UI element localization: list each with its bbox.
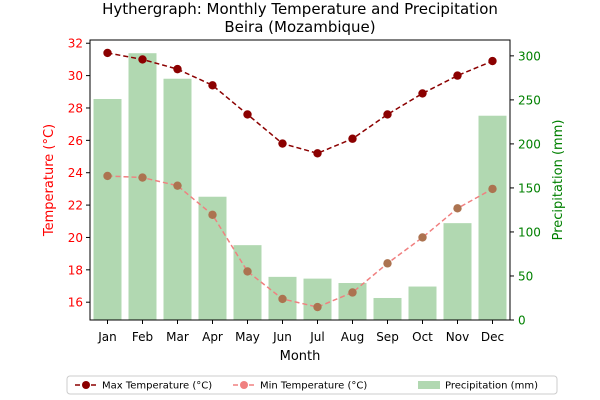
legend-frame (66, 375, 558, 395)
right-tick-label: 150 (518, 181, 541, 195)
min-temp-point-sep (383, 259, 392, 268)
max-temp-line (107, 52, 493, 155)
precipitation-bar-dec (478, 115, 507, 320)
legend-swatch-bar (418, 381, 440, 389)
month-axis: Jan Feb Mar Apr May Jun Jul Aug Sep Oct Nov Dec (97, 320, 504, 344)
x-tick-label-jul: Jul (309, 330, 324, 344)
min-temp-point-jan (103, 171, 112, 181)
min-temp-point-may (243, 267, 252, 276)
max-temp-point-aug (348, 134, 357, 143)
max-temp-point-jun (278, 139, 287, 148)
right-tick-label: 200 (518, 137, 541, 151)
legend-label: Min Temperature (°C) (260, 381, 367, 392)
legend-swatch-marker (82, 381, 90, 389)
left-tick-label: 28 (68, 101, 83, 115)
max-temp-point-oct (418, 89, 427, 98)
max-temp-point-jul (313, 149, 322, 158)
min-temp-point-jun (278, 294, 287, 304)
left-tick-label: 16 (68, 296, 83, 310)
left-tick-label: 20 (68, 231, 83, 245)
max-temp-point-apr (208, 81, 217, 90)
precipitation-bar-jan (93, 98, 122, 320)
max-temp-point-dec (488, 56, 497, 66)
x-tick-label-apr: Apr (202, 330, 223, 344)
legend: Max Temperature (°C) Min Temperature (°C)… (66, 375, 558, 395)
left-temperature-axis: 16 18 20 22 24 26 28 30 32 (68, 37, 90, 310)
x-axis-label: Month (280, 349, 321, 364)
left-tick-label: 18 (68, 263, 83, 277)
x-tick-label-aug: Aug (341, 330, 364, 344)
x-tick-label-sep: Sep (376, 330, 399, 344)
x-tick-label-jan: Jan (97, 330, 117, 344)
min-temp-point-feb (138, 173, 147, 182)
left-tick-label: 32 (68, 37, 83, 51)
plot-frame (89, 39, 511, 321)
right-tick-label: 300 (518, 49, 541, 63)
right-tick-label: 50 (518, 269, 533, 283)
x-tick-label-may: May (235, 330, 260, 344)
chart-title-line-1: Hythergraph: Monthly Temperature and Pre… (102, 0, 498, 18)
right-axis-label: Precipitation (mm) (551, 120, 566, 241)
precipitation-bar-may (233, 245, 262, 320)
min-temp-point-oct (418, 233, 427, 242)
min-temp-point-jul (313, 302, 322, 312)
max-temp-point-feb (138, 55, 147, 64)
left-tick-label: 22 (68, 199, 83, 213)
x-tick-label-jun: Jun (272, 330, 292, 344)
precipitation-bars (93, 53, 507, 320)
left-tick-label: 24 (68, 166, 83, 180)
left-tick-label: 26 (68, 134, 83, 148)
max-temp-point-jan (103, 48, 112, 58)
legend-label: Max Temperature (°C) (102, 381, 212, 392)
x-tick-label-dec: Dec (481, 330, 504, 344)
right-precipitation-axis: 0 50 100 150 200 250 300 (510, 49, 541, 328)
left-axis-label: Temperature (°C) (42, 124, 57, 237)
right-tick-label: 250 (518, 93, 541, 107)
right-tick-label: 100 (518, 225, 541, 239)
max-temp-point-mar (173, 64, 182, 74)
min-temp-point-mar (173, 181, 182, 190)
temperature-lines (103, 48, 497, 312)
precipitation-bar-mar (163, 78, 192, 320)
max-temp-point-may (243, 110, 252, 119)
chart-title-line-2: Beira (Mozambique) (224, 18, 375, 36)
left-tick-label: 30 (68, 69, 83, 83)
precipitation-bar-feb (128, 53, 157, 320)
min-temp-point-apr (208, 210, 217, 219)
min-temp-line (107, 175, 493, 308)
x-tick-label-mar: Mar (166, 330, 189, 344)
min-temp-point-dec (488, 184, 497, 194)
precipitation-bar-nov (443, 223, 472, 320)
legend-swatch-marker (240, 381, 248, 389)
precipitation-bar-oct (408, 286, 437, 320)
x-tick-label-feb: Feb (132, 330, 153, 344)
max-temp-point-sep (383, 110, 392, 119)
max-temp-point-nov (453, 71, 462, 80)
right-tick-label: 0 (518, 314, 526, 328)
x-tick-label-nov: Nov (446, 330, 469, 344)
min-temp-point-aug (348, 288, 357, 297)
min-temp-point-nov (453, 204, 462, 213)
precipitation-bar-jul (303, 278, 332, 320)
x-tick-label-oct: Oct (412, 330, 433, 344)
precipitation-bar-sep (373, 297, 402, 320)
legend-label: Precipitation (mm) (445, 381, 538, 392)
